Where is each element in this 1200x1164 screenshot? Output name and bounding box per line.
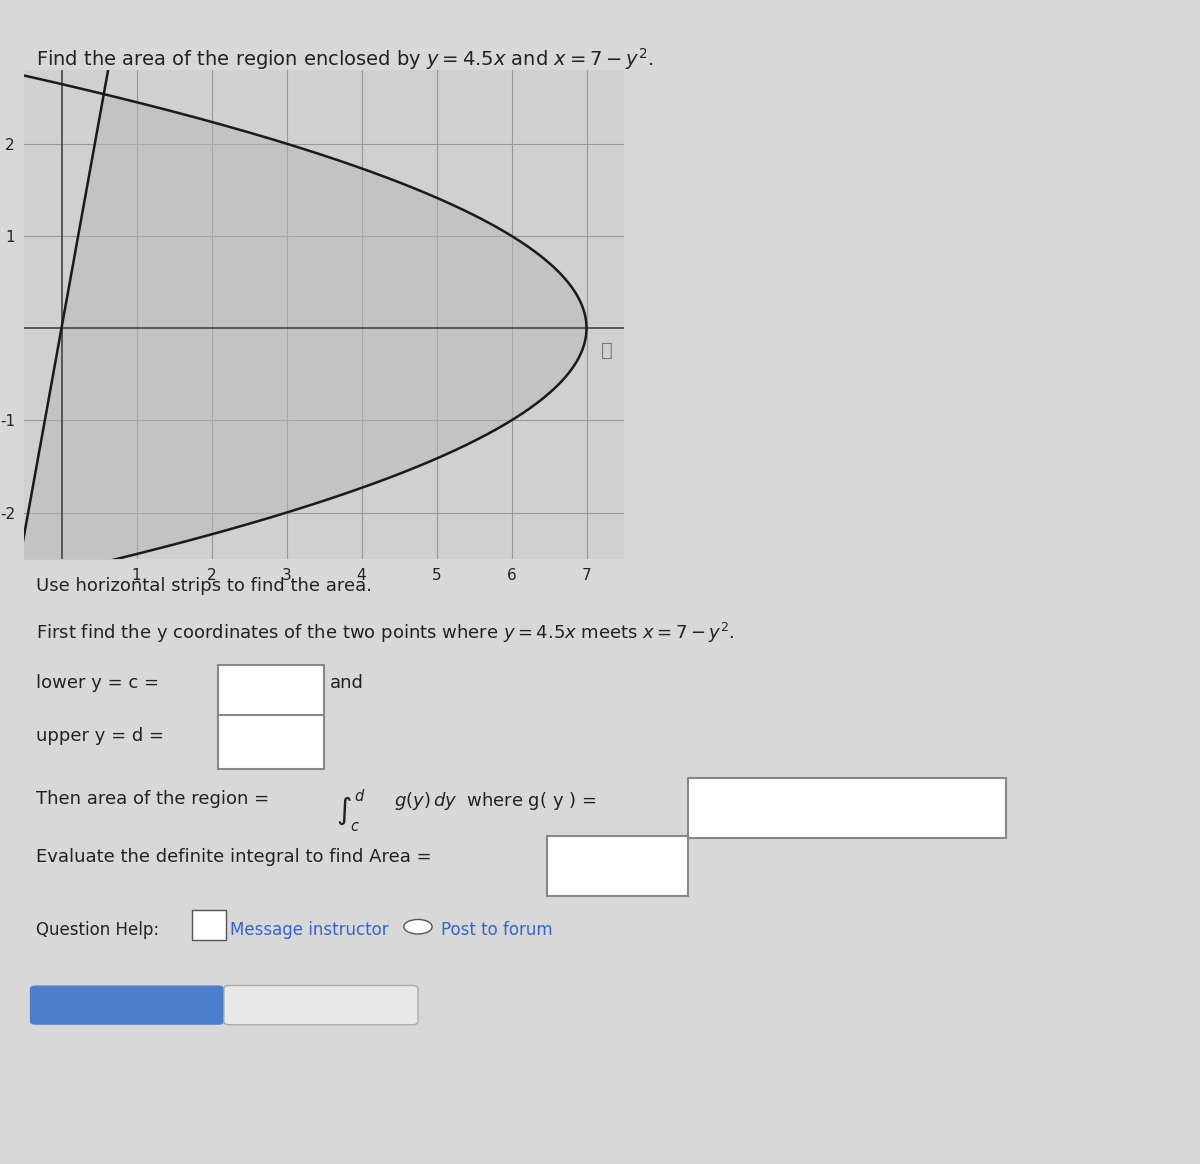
Circle shape xyxy=(404,920,432,934)
Text: Evaluate the definite integral to find Area =: Evaluate the definite integral to find A… xyxy=(36,849,437,866)
FancyBboxPatch shape xyxy=(30,986,224,1024)
Text: Submit Question: Submit Question xyxy=(49,996,205,1014)
Text: upper y = d =: upper y = d = xyxy=(36,728,163,745)
Text: and: and xyxy=(330,674,364,691)
Text: ⌕: ⌕ xyxy=(601,341,613,360)
FancyBboxPatch shape xyxy=(224,986,418,1024)
Text: Message instructor: Message instructor xyxy=(230,921,389,938)
FancyBboxPatch shape xyxy=(218,665,324,719)
Text: Question Help:: Question Help: xyxy=(36,921,169,938)
FancyBboxPatch shape xyxy=(192,910,227,941)
FancyBboxPatch shape xyxy=(689,778,1006,838)
Text: $g(y)\,dy$  where g( y ) =: $g(y)\,dy$ where g( y ) = xyxy=(395,790,596,812)
Text: Post to forum: Post to forum xyxy=(442,921,553,938)
Text: First find the y coordinates of the two points where $y = 4.5x$ meets $x = 7 - y: First find the y coordinates of the two … xyxy=(36,620,734,645)
FancyBboxPatch shape xyxy=(547,836,689,896)
Text: Find the area of the region enclosed by $y = 4.5x$ and $x = 7 - y^2$.: Find the area of the region enclosed by … xyxy=(36,47,653,72)
Text: Use horizontal strips to find the area.: Use horizontal strips to find the area. xyxy=(36,577,372,595)
FancyBboxPatch shape xyxy=(218,715,324,769)
Text: lower y = c =: lower y = c = xyxy=(36,674,158,691)
Text: Then area of the region =: Then area of the region = xyxy=(36,790,275,808)
Text: Jump to Answer: Jump to Answer xyxy=(257,996,386,1014)
Text: $\int_c^d$: $\int_c^d$ xyxy=(336,787,365,833)
